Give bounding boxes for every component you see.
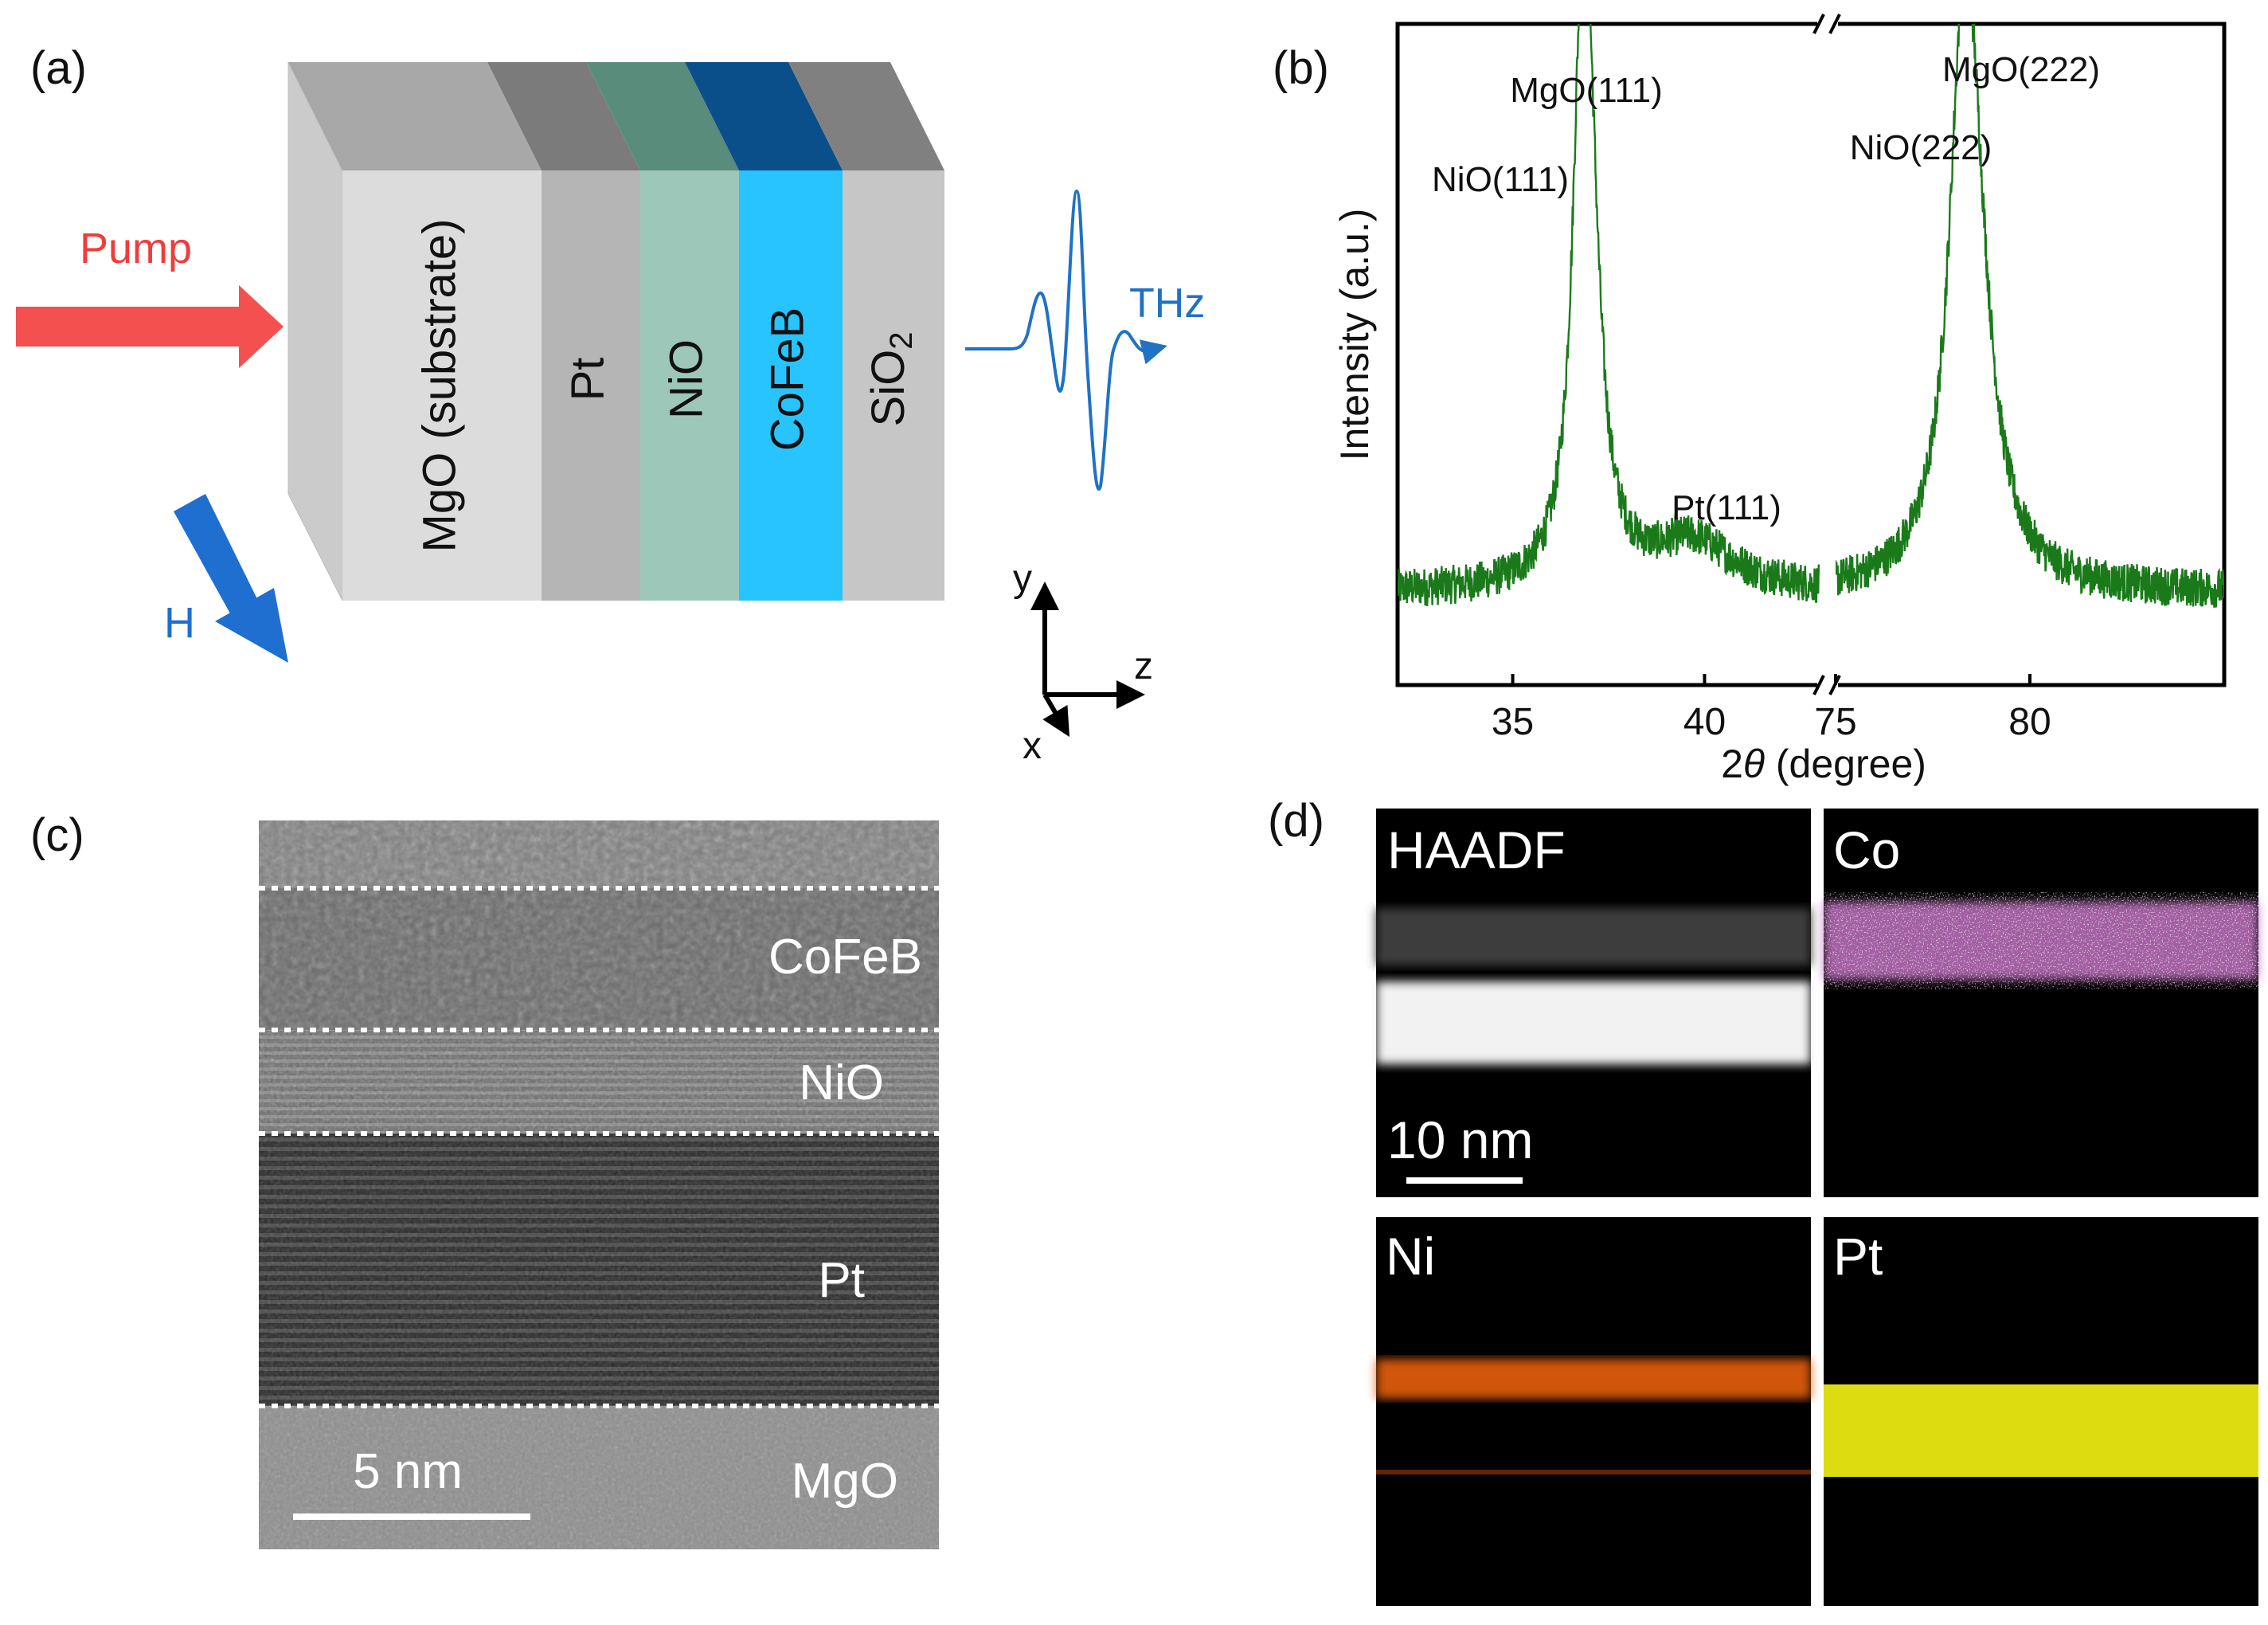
stack-top-faces	[288, 62, 944, 170]
panel-b: (b) 35 40 75 80 MgO(111)NiO(111)Pt(111)MgO(…	[1273, 14, 2227, 786]
xrd-series-segment-2	[1836, 24, 2224, 608]
panel-label-b: (b)	[1273, 42, 1329, 94]
eds-label-haadf: HAADF	[1387, 820, 1566, 879]
layer-top-nio	[586, 62, 739, 170]
eds-co: Co	[1824, 809, 2258, 1197]
tem-label-cofeb: CoFeB	[768, 930, 922, 985]
peak-label-mgo111: MgO(111)	[1510, 71, 1663, 110]
x-tick-label-75: 75	[1814, 701, 1856, 743]
layer-front-sio2	[843, 170, 944, 601]
axis-y-label: y	[1013, 558, 1032, 600]
layer-top-pt	[487, 62, 640, 170]
xrd-series-segment-1	[1398, 24, 1820, 606]
layer-label-pt: Pt	[561, 358, 613, 401]
x-tick-label-80: 80	[2008, 701, 2051, 743]
panel-c: (c) CoFeB NiO	[30, 809, 939, 1549]
x-tick-label-35: 35	[1492, 701, 1534, 743]
x-axis-title: 2θ (degree)	[1721, 742, 1926, 786]
eds-ni: Ni	[1376, 1217, 1811, 1606]
field-label: H	[164, 599, 195, 647]
eds-scale-label: 10 nm	[1387, 1110, 1533, 1169]
layer-top-mgo	[288, 62, 542, 170]
coordinate-axes	[1030, 581, 1145, 738]
peak-label-nio222: NiO(222)	[1850, 128, 1992, 167]
peak-label-pt111: Pt(111)	[1672, 488, 1781, 527]
peak-label-nio111: NiO(111)	[1432, 160, 1569, 199]
peak-label-mgo222: MgO(222)	[1942, 50, 2100, 89]
panel-label-c: (c)	[30, 809, 84, 861]
layer-front-pt	[542, 170, 640, 601]
pump-label: Pump	[80, 225, 192, 272]
panel-a: (a) MgO (substrate) Pt NiO CoFeB SiO2	[16, 42, 1205, 767]
tem-label-mgo: MgO	[792, 1454, 898, 1509]
layer-front-cofeb	[739, 170, 843, 601]
thz-waveform	[965, 189, 1167, 491]
thz-label: THz	[1129, 280, 1205, 327]
layer-top-sio2	[788, 62, 944, 170]
layer-front-mgo	[342, 170, 542, 601]
layer-label-cofeb: CoFeB	[761, 307, 813, 452]
tem-image	[259, 820, 939, 1549]
x-axis-title-prefix: 2	[1721, 742, 1743, 786]
y-axis-title: Intensity (a.u.)	[1332, 209, 1377, 461]
layer-top-cofeb	[685, 62, 843, 170]
panel-label-a: (a)	[30, 42, 87, 94]
xrd-ticks: 35 40 75 80	[1492, 674, 2051, 743]
tem-label-nio: NiO	[799, 1055, 884, 1110]
xrd-curves	[1398, 24, 2224, 608]
eds-label-pt: Pt	[1833, 1227, 1883, 1286]
layer-label-sio2: SiO2	[862, 332, 918, 427]
x-axis-title-unit: (degree)	[1765, 742, 1926, 786]
axis-z-label: z	[1134, 645, 1153, 687]
x-tick-label-40: 40	[1683, 701, 1726, 743]
pump-arrow	[16, 285, 284, 368]
stack-front-faces	[342, 170, 944, 601]
xrd-annotations: MgO(111) NiO(111) Pt(111) MgO(222) NiO(222)	[1432, 50, 2100, 527]
field-arrow	[174, 494, 288, 663]
panel-label-d: (d)	[1268, 795, 1324, 847]
layer-label-nio: NiO	[660, 339, 712, 419]
x-axis-title-theta: θ	[1743, 742, 1765, 786]
layer-label-sio2-main: SiO	[862, 350, 914, 427]
layer-label-sio2-sub: 2	[884, 332, 919, 350]
plot-frame	[1395, 22, 2227, 687]
eds-haadf: HAADF 10 nm	[1376, 809, 1811, 1197]
tem-label-pt: Pt	[818, 1253, 865, 1308]
eds-pt: Pt	[1824, 1217, 2258, 1606]
panel-d: (d) HAADF 10 nm Co Ni Pt	[1268, 795, 2258, 1606]
tem-scale-label: 5 nm	[353, 1444, 463, 1499]
eds-label-ni: Ni	[1386, 1227, 1435, 1286]
eds-label-co: Co	[1833, 820, 1900, 879]
layer-label-mgo: MgO (substrate)	[413, 219, 465, 553]
layer-front-nio	[640, 170, 739, 601]
axis-x-label: x	[1023, 725, 1042, 767]
